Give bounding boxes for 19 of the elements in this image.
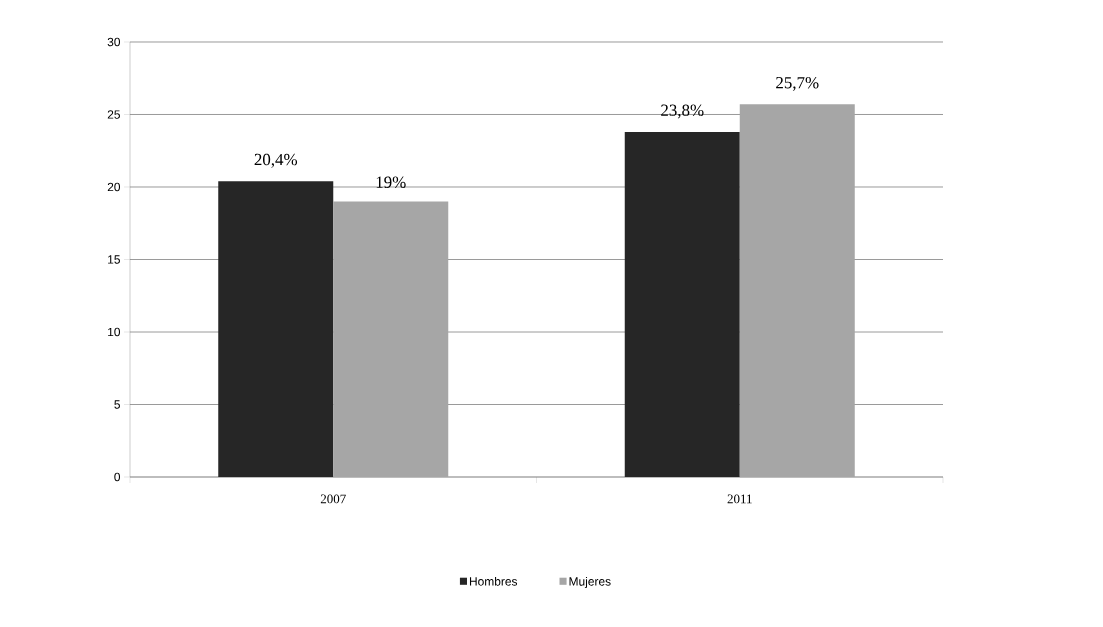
x-tick-label: 2007 xyxy=(320,494,346,504)
bar xyxy=(739,104,855,477)
bar xyxy=(218,181,334,477)
bar xyxy=(624,131,740,477)
data-label: 20,4% xyxy=(254,153,298,168)
legend-label: Mujeres xyxy=(569,576,611,589)
x-tick-label: 2011 xyxy=(727,494,752,504)
y-tick-label: 25 xyxy=(107,110,120,119)
y-tick-label: 20 xyxy=(107,182,121,192)
y-tick-label: 0 xyxy=(114,472,121,482)
y-tick-label: 5 xyxy=(114,400,120,409)
data-label: 23,8% xyxy=(661,104,704,119)
data-label: 19% xyxy=(376,176,406,188)
y-tick-label: 10 xyxy=(108,327,121,337)
y-tick-label: 30 xyxy=(107,37,121,47)
bar xyxy=(333,201,449,477)
legend-label: Hombres xyxy=(469,576,518,586)
data-label: 25,7% xyxy=(776,76,819,91)
y-tick-label: 15 xyxy=(108,255,120,264)
